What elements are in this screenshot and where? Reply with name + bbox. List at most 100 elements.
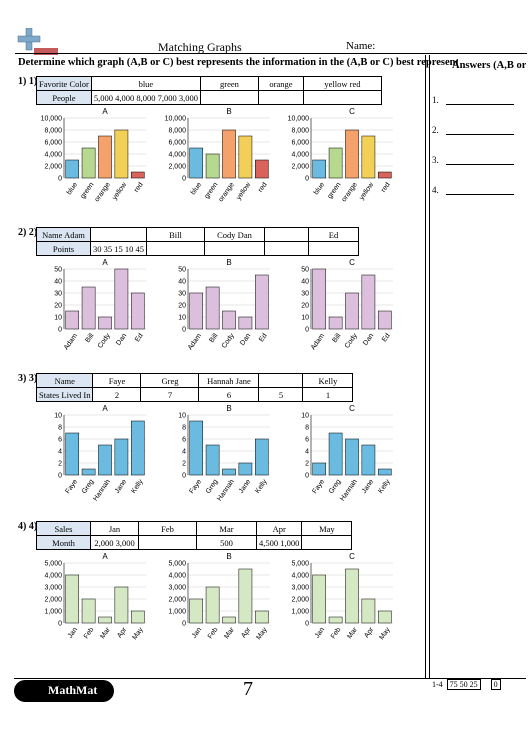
x-tick-label: Greg bbox=[328, 478, 343, 495]
y-tick-label: 6 bbox=[182, 437, 186, 444]
table-cell: Cody Dan bbox=[204, 227, 265, 242]
table-cell bbox=[258, 373, 304, 388]
x-tick-label: green bbox=[204, 181, 220, 200]
score-values: 75 50 25 bbox=[446, 679, 481, 690]
y-tick-label: 0 bbox=[182, 621, 186, 628]
x-tick-label: Kelly bbox=[130, 478, 145, 495]
bar bbox=[98, 616, 112, 624]
table-cell bbox=[264, 227, 309, 242]
table-cell: Kelly bbox=[302, 373, 354, 388]
x-tick-label: blue bbox=[66, 181, 79, 196]
table-cell: Mar bbox=[196, 521, 257, 536]
bar bbox=[345, 568, 359, 624]
x-tick-label: May bbox=[131, 626, 145, 641]
bar bbox=[238, 462, 253, 476]
y-tick-label: 4,000 bbox=[168, 573, 186, 580]
table-cell: 7 bbox=[140, 387, 200, 402]
bar bbox=[65, 310, 80, 330]
table-row: People 5,000 4,000 8,000 7,000 3,000 bbox=[36, 90, 382, 105]
bar bbox=[81, 147, 96, 179]
y-tick-label: 10 bbox=[301, 413, 309, 420]
x-tick-label: Jan bbox=[314, 626, 326, 639]
x-tick-label: red bbox=[257, 181, 269, 193]
y-tick-label: 0 bbox=[58, 621, 62, 628]
y-tick-label: 0 bbox=[182, 176, 186, 183]
footer-logo: MathMat bbox=[14, 680, 114, 702]
chart-label: C bbox=[349, 404, 355, 413]
y-tick-label: 4,000 bbox=[44, 152, 62, 159]
bar bbox=[312, 574, 327, 624]
table-row-label: Points bbox=[36, 241, 91, 256]
x-tick-label: yellow bbox=[111, 181, 128, 202]
table-cell bbox=[90, 227, 147, 242]
x-tick-label: Jane bbox=[238, 478, 253, 495]
bar bbox=[254, 274, 269, 330]
y-tick-label: 2 bbox=[182, 461, 186, 468]
bar bbox=[312, 268, 327, 330]
bar bbox=[328, 147, 343, 179]
answers-heading: Answers (A,B or C) bbox=[452, 60, 526, 71]
table-cell: 6 bbox=[198, 387, 260, 402]
footer-logo-text: MathMat bbox=[48, 683, 98, 697]
x-tick-label: red bbox=[133, 181, 145, 193]
table-cell: 2 bbox=[92, 387, 142, 402]
bar bbox=[189, 147, 204, 179]
answer-field-3[interactable] bbox=[446, 164, 514, 165]
bar bbox=[98, 444, 112, 476]
table-row: Name Faye Greg Hannah Jane Kelly bbox=[35, 373, 354, 388]
y-tick-label: 2,000 bbox=[291, 164, 309, 171]
chart-label: A bbox=[102, 258, 108, 267]
bar bbox=[98, 135, 112, 179]
x-tick-label: Kelly bbox=[377, 478, 392, 495]
chart-label: C bbox=[349, 552, 355, 561]
bar-chart-a: A 5,000 4,000 3,000 2,000 1,000 0 Jan Feb Mar Apr M… bbox=[44, 552, 146, 641]
x-tick-label: Hannah bbox=[216, 478, 236, 502]
table-cell: Hannah Jane bbox=[198, 373, 260, 388]
x-tick-label: Cody bbox=[221, 332, 236, 350]
instructions: Determine which graph (A,B or C) best re… bbox=[18, 57, 458, 68]
table-cell: Apr bbox=[255, 521, 303, 536]
table-row: Name Adam Bill Cody Dan Ed bbox=[36, 227, 359, 242]
table-cell: 500 bbox=[196, 535, 257, 550]
table-row: Points 30 35 15 10 45 bbox=[36, 241, 359, 256]
y-tick-label: 50 bbox=[178, 267, 186, 274]
bar bbox=[114, 129, 129, 179]
header-divider bbox=[15, 53, 527, 54]
table-cell: Greg bbox=[140, 373, 200, 388]
bar-chart-c: C 5,000 4,000 3,000 2,000 1,000 0 Jan Feb Mar Apr M… bbox=[291, 552, 393, 641]
table-row-label: Sales bbox=[36, 521, 91, 536]
x-tick-label: orange bbox=[94, 181, 112, 203]
table-cell: yellow red bbox=[302, 76, 382, 91]
y-tick-label: 5,000 bbox=[168, 561, 186, 568]
y-tick-label: 6,000 bbox=[168, 140, 186, 147]
table-cell: 30 35 15 10 45 bbox=[90, 241, 147, 256]
y-tick-label: 6,000 bbox=[44, 140, 62, 147]
answer-field-1[interactable] bbox=[446, 104, 514, 105]
answer-field-2[interactable] bbox=[446, 134, 514, 135]
y-tick-label: 30 bbox=[178, 291, 186, 298]
bar bbox=[238, 135, 253, 179]
bar bbox=[81, 286, 96, 330]
answer-field-4[interactable] bbox=[446, 194, 514, 195]
table-cell bbox=[204, 241, 265, 256]
chart-label: B bbox=[226, 107, 231, 116]
chart-label: A bbox=[102, 552, 108, 561]
x-tick-label: Jane bbox=[361, 478, 376, 495]
bar bbox=[377, 171, 392, 179]
x-tick-label: blue bbox=[313, 181, 326, 196]
bar-chart-c: C 10,000 8,000 6,000 4,000 2,000 0 blue greenora… bbox=[288, 107, 393, 203]
bar bbox=[222, 129, 236, 179]
score-zero: 0 bbox=[490, 679, 501, 690]
x-tick-label: orange bbox=[218, 181, 236, 203]
bar bbox=[328, 432, 343, 476]
y-tick-label: 4 bbox=[305, 449, 309, 456]
x-tick-label: Dan bbox=[362, 332, 375, 347]
bar-chart-b: B 5,000 4,000 3,000 2,000 1,000 0 Jan Feb Mar Apr M… bbox=[168, 552, 270, 641]
table-cell bbox=[199, 90, 259, 105]
bar bbox=[328, 316, 343, 330]
bar-chart-a: A 10,000 8,000 6,000 4,000 2,000 0 blue greenora… bbox=[41, 107, 146, 203]
y-tick-label: 2,000 bbox=[168, 597, 186, 604]
answer-column-divider bbox=[425, 55, 426, 679]
x-tick-label: Feb bbox=[83, 626, 96, 640]
